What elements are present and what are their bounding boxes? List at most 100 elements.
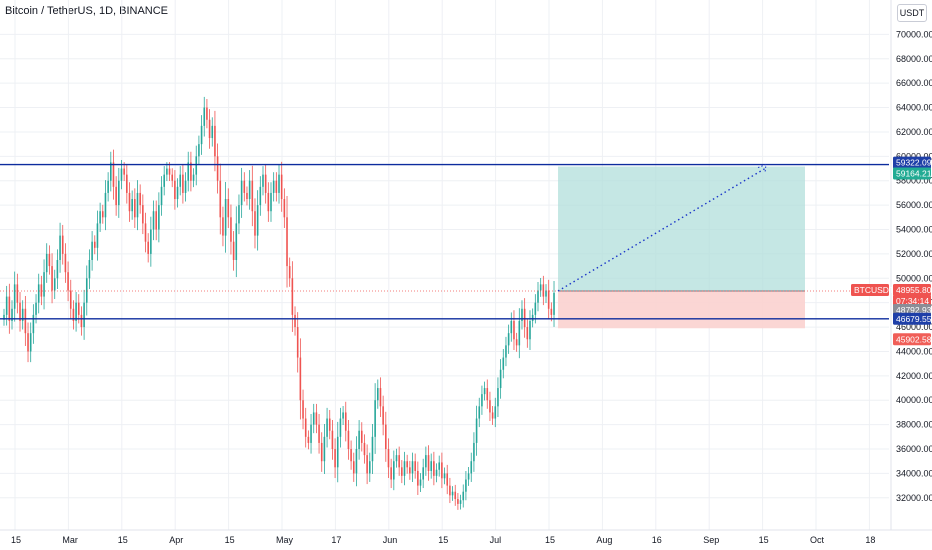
time-axis[interactable]: 15 Mar 15 Apr 15 May 17 Jun 15 Jul 15 Aug 16 Sep 15 Oct…	[0, 529, 932, 545]
candle	[142, 194, 144, 235]
candle	[64, 243, 67, 283]
candle-body	[539, 284, 542, 291]
candle-body	[449, 485, 451, 496]
candle-body	[85, 278, 88, 303]
candle	[462, 484, 465, 508]
candle-body	[168, 168, 171, 175]
candle	[422, 458, 424, 489]
candle	[553, 280, 555, 327]
candle-body	[278, 174, 280, 193]
candle	[515, 332, 518, 352]
price-tick-label: 56000.00	[896, 200, 932, 210]
candle-body	[91, 241, 93, 260]
candle	[152, 200, 155, 241]
price-tick-label: 42000.00	[896, 371, 932, 381]
candle-body	[256, 205, 259, 236]
candle-body	[478, 406, 481, 419]
candle-body	[24, 308, 27, 334]
candle-body	[267, 192, 270, 212]
candle-body	[430, 461, 432, 471]
candle	[312, 403, 315, 434]
candle	[99, 202, 101, 232]
candle-body	[385, 424, 387, 450]
candle	[126, 163, 128, 204]
time-tick-label: 15	[225, 535, 235, 545]
price-tag-last: 48955.80	[893, 284, 932, 297]
candle	[110, 151, 112, 192]
candle	[11, 300, 13, 330]
candle-body	[473, 442, 475, 462]
candle-body	[13, 284, 16, 309]
price-tag-background	[893, 156, 931, 169]
price-tag-level: 46679.55	[893, 312, 932, 325]
candle-body	[5, 296, 8, 315]
candle	[521, 300, 523, 330]
candle-body	[526, 327, 529, 340]
currency-unit-button[interactable]: USDT	[897, 4, 927, 22]
candle-body	[352, 461, 355, 474]
candle	[507, 324, 510, 354]
candle	[29, 322, 32, 363]
time-tick-label: Jul	[490, 535, 502, 545]
candle-body	[302, 400, 304, 419]
position-zones	[558, 166, 805, 329]
candle	[61, 224, 64, 265]
candle	[200, 115, 203, 155]
candle-body	[545, 290, 547, 297]
candle-body	[139, 192, 141, 206]
candle	[24, 295, 27, 346]
time-tick-label: 15	[11, 535, 21, 545]
candle	[158, 192, 160, 243]
candle	[56, 249, 59, 289]
candle-body	[441, 462, 443, 479]
candle	[216, 143, 219, 194]
candle-body	[371, 436, 374, 462]
candle	[270, 182, 272, 222]
candle	[467, 467, 470, 486]
candle-body	[123, 168, 125, 175]
candle-body	[118, 180, 120, 206]
price-tag-text: 48792.93	[896, 305, 932, 315]
candle-body	[542, 284, 545, 297]
candle	[280, 161, 283, 212]
candle	[475, 405, 478, 456]
candle	[93, 235, 96, 255]
candle-body	[531, 314, 534, 321]
candle-body	[451, 491, 454, 496]
candle	[155, 200, 157, 241]
candle	[19, 292, 21, 332]
candle-body	[355, 449, 358, 474]
time-tick-label: Aug	[596, 535, 612, 545]
candle-body	[251, 180, 254, 212]
time-tick-label: 15	[438, 535, 448, 545]
candle-body	[320, 442, 323, 462]
price-tick-label: 52000.00	[896, 249, 932, 259]
candle	[403, 451, 406, 486]
price-axis[interactable]: 32000.00 34000.00 36000.00 38000.00 40000.00…	[890, 0, 932, 530]
candle	[414, 453, 416, 479]
candle	[230, 204, 232, 255]
candle	[366, 444, 368, 485]
candle-body	[195, 156, 198, 175]
candle-body	[326, 418, 328, 437]
candle-body	[29, 333, 32, 352]
candle	[331, 420, 334, 460]
candle	[491, 406, 494, 425]
candle-body	[35, 302, 37, 315]
candle	[286, 195, 288, 288]
candle	[278, 163, 280, 204]
candle-body	[88, 260, 91, 279]
candle	[537, 281, 539, 312]
stop-zone	[558, 291, 805, 329]
horizontal-levels[interactable]	[0, 163, 889, 320]
candle	[334, 438, 336, 478]
candle	[232, 231, 235, 271]
time-tick-label: 16	[652, 535, 662, 545]
candle-body	[176, 186, 179, 200]
candle	[67, 261, 69, 302]
candle	[248, 170, 251, 210]
time-tick-label: Oct	[810, 535, 825, 545]
candle-body	[93, 241, 96, 248]
candle-body	[406, 461, 408, 468]
